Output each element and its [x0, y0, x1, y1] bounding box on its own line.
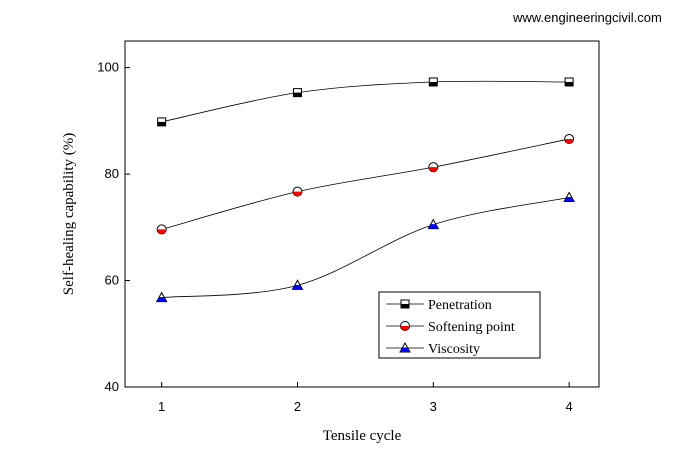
- data-point-softening-point: [564, 133, 575, 144]
- data-point-viscosity: [155, 291, 168, 303]
- legend: Penetration Softening point Viscosity: [378, 291, 541, 359]
- data-point-softening-point: [292, 186, 303, 197]
- data-point-penetration: [564, 77, 574, 87]
- x-tick-label: 1: [158, 399, 165, 414]
- y-axis-label: Self-healing capability (%): [61, 133, 77, 295]
- x-axis-label: Tensile cycle: [323, 428, 402, 444]
- x-tick-label: 3: [430, 399, 437, 414]
- series-line-viscosity: [161, 197, 570, 298]
- data-point-viscosity: [563, 191, 575, 202]
- watermark-text: www.engineeringcivil.com: [513, 10, 662, 25]
- plot-frame: [124, 40, 600, 388]
- y-tick-label: 60: [105, 273, 119, 288]
- legend-label-softening-point: Softening point: [428, 320, 515, 335]
- legend-label-viscosity: Viscosity: [428, 342, 480, 357]
- y-tick-label: 40: [105, 379, 119, 394]
- legend-label-penetration: Penetration: [428, 298, 492, 313]
- data-point-softening-point: [156, 224, 167, 235]
- y-tick-label: 100: [97, 60, 119, 75]
- data-point-penetration: [157, 117, 167, 127]
- legend-marker-viscosity: [399, 341, 411, 353]
- legend-marker-softening-point: [400, 321, 410, 331]
- data-point-viscosity: [427, 218, 440, 230]
- series-line-penetration: [161, 80, 570, 123]
- data-point-penetration: [428, 77, 438, 87]
- data-point-penetration: [292, 88, 302, 98]
- series-line-softening-point: [161, 138, 570, 230]
- x-tick-label: 2: [294, 399, 301, 414]
- x-tick-label: 4: [566, 399, 573, 414]
- data-point-softening-point: [428, 162, 439, 173]
- data-point-viscosity: [291, 279, 304, 290]
- y-tick-label: 80: [105, 166, 119, 181]
- legend-marker-penetration: [400, 299, 410, 309]
